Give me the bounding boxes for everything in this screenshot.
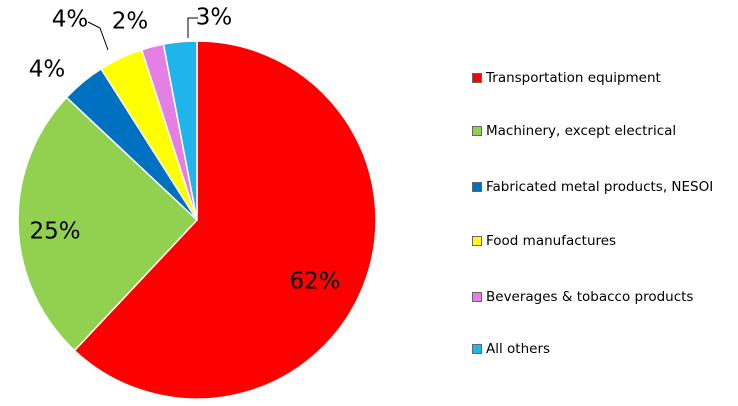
legend-swatch bbox=[472, 344, 482, 354]
data-label: 4% bbox=[52, 7, 89, 33]
data-label: 25% bbox=[29, 219, 80, 245]
legend-swatch bbox=[472, 73, 482, 83]
pie-slice bbox=[73, 40, 377, 400]
data-label: 62% bbox=[289, 269, 340, 295]
legend-swatch bbox=[472, 182, 482, 192]
data-label: 3% bbox=[196, 5, 233, 31]
legend-item: Transportation equipment bbox=[472, 70, 734, 87]
pie-slice bbox=[17, 96, 199, 352]
data-label: 2% bbox=[112, 9, 149, 35]
legend-item: All others bbox=[472, 341, 734, 358]
legend-item: Machinery, except electrical bbox=[472, 123, 734, 140]
legend-label: All others bbox=[486, 341, 551, 357]
legend-swatch bbox=[472, 126, 482, 136]
data-label: 4% bbox=[29, 57, 66, 83]
legend-item: Food manufactures bbox=[472, 233, 734, 250]
legend-label: Transportation equipment bbox=[486, 70, 661, 86]
legend-item: Fabricated metal products, NESOI bbox=[472, 179, 734, 196]
legend-label: Machinery, except electrical bbox=[486, 123, 677, 139]
legend-swatch bbox=[472, 292, 482, 302]
legend-label: Beverages & tobacco products bbox=[486, 289, 694, 305]
pie-slice bbox=[162, 40, 198, 221]
leader-line bbox=[87, 21, 109, 51]
leader-line bbox=[187, 17, 198, 38]
legend-swatch bbox=[472, 236, 482, 246]
legend-label: Fabricated metal products, NESOI bbox=[486, 179, 714, 195]
legend-label: Food manufactures bbox=[486, 233, 617, 249]
legend-item: Beverages & tobacco products bbox=[472, 289, 734, 306]
